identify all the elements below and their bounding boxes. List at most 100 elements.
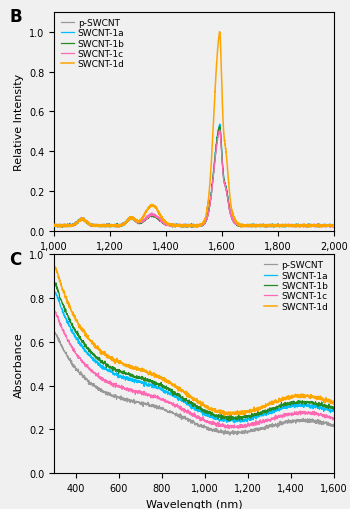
SWCNT-1c [177, 406, 182, 412]
p-SWCNT [84, 219, 88, 225]
SWCNT-1d [211, 407, 216, 413]
SWCNT-1a [177, 395, 181, 402]
SWCNT-1a [58, 302, 62, 308]
p-SWCNT [189, 225, 193, 231]
SWCNT-1a [101, 223, 105, 229]
SWCNT-1a [327, 223, 331, 230]
p-SWCNT [58, 339, 62, 345]
p-SWCNT [225, 429, 230, 435]
SWCNT-1d [294, 224, 298, 231]
SWCNT-1c [55, 314, 59, 320]
p-SWCNT [54, 332, 58, 338]
SWCNT-1c [296, 223, 301, 230]
SWCNT-1b [180, 225, 184, 231]
p-SWCNT [160, 219, 164, 225]
SWCNT-1a [52, 287, 56, 293]
p-SWCNT [327, 223, 331, 229]
SWCNT-1a [332, 223, 336, 229]
SWCNT-1d [54, 268, 58, 274]
p-SWCNT [172, 223, 176, 229]
SWCNT-1a [217, 122, 222, 128]
SWCNT-1c [52, 223, 56, 229]
SWCNT-1d [332, 223, 336, 229]
SWCNT-1b [211, 412, 216, 418]
SWCNT-1d [332, 399, 336, 405]
Line: SWCNT-1b: SWCNT-1b [54, 127, 334, 228]
SWCNT-1a [84, 218, 88, 224]
SWCNT-1c [218, 128, 222, 134]
SWCNT-1b [303, 401, 307, 407]
SWCNT-1d [297, 224, 301, 230]
SWCNT-1d [177, 387, 181, 393]
SWCNT-1c [172, 223, 176, 230]
SWCNT-1c [160, 218, 164, 224]
Y-axis label: Relative Intensity: Relative Intensity [14, 74, 23, 171]
p-SWCNT [211, 426, 216, 432]
p-SWCNT [218, 126, 222, 132]
SWCNT-1c [226, 425, 230, 431]
SWCNT-1a [189, 225, 194, 231]
SWCNT-1d [101, 223, 105, 229]
SWCNT-1b [101, 223, 105, 229]
SWCNT-1c [58, 320, 62, 326]
SWCNT-1b [297, 224, 301, 230]
SWCNT-1c [101, 223, 105, 229]
SWCNT-1a [172, 223, 176, 229]
p-SWCNT [297, 223, 301, 229]
SWCNT-1a [297, 223, 301, 230]
Text: B: B [9, 8, 22, 26]
Line: p-SWCNT: p-SWCNT [54, 332, 334, 435]
SWCNT-1d [52, 263, 56, 269]
SWCNT-1d [222, 413, 226, 419]
SWCNT-1b [332, 223, 336, 230]
Text: C: C [9, 250, 22, 268]
SWCNT-1d [58, 278, 62, 284]
p-SWCNT [228, 432, 232, 438]
Line: SWCNT-1d: SWCNT-1d [54, 266, 334, 416]
Line: SWCNT-1a: SWCNT-1a [54, 290, 334, 423]
SWCNT-1d [52, 223, 56, 229]
p-SWCNT [52, 222, 56, 228]
Line: SWCNT-1a: SWCNT-1a [54, 125, 334, 228]
SWCNT-1a [332, 407, 336, 413]
SWCNT-1b [172, 223, 176, 230]
SWCNT-1a [225, 419, 230, 425]
Legend: p-SWCNT, SWCNT-1a, SWCNT-1b, SWCNT-1c, SWCNT-1d: p-SWCNT, SWCNT-1a, SWCNT-1b, SWCNT-1c, S… [59, 17, 126, 71]
X-axis label: Wavelength (nm): Wavelength (nm) [146, 499, 243, 508]
X-axis label: Wavenumber (cm⁻¹): Wavenumber (cm⁻¹) [137, 257, 251, 267]
SWCNT-1d [172, 222, 176, 228]
Line: SWCNT-1b: SWCNT-1b [54, 283, 334, 421]
SWCNT-1c [303, 409, 307, 415]
Legend: p-SWCNT, SWCNT-1a, SWCNT-1b, SWCNT-1c, SWCNT-1d: p-SWCNT, SWCNT-1a, SWCNT-1b, SWCNT-1c, S… [262, 259, 330, 313]
SWCNT-1b [332, 404, 336, 410]
SWCNT-1a [211, 416, 216, 422]
p-SWCNT [332, 424, 336, 430]
Line: SWCNT-1c: SWCNT-1c [54, 312, 334, 429]
SWCNT-1b [177, 393, 181, 399]
SWCNT-1c [84, 219, 88, 225]
Y-axis label: Absorbance: Absorbance [14, 331, 23, 397]
SWCNT-1a [52, 223, 56, 230]
SWCNT-1b [52, 222, 56, 228]
SWCNT-1b [84, 218, 88, 224]
p-SWCNT [332, 224, 336, 230]
p-SWCNT [52, 329, 56, 335]
SWCNT-1b [225, 413, 230, 419]
SWCNT-1c [237, 426, 241, 432]
SWCNT-1d [160, 215, 164, 221]
SWCNT-1b [160, 219, 164, 225]
SWCNT-1a [232, 420, 237, 426]
Line: SWCNT-1d: SWCNT-1d [54, 33, 334, 228]
SWCNT-1c [212, 421, 216, 427]
SWCNT-1d [303, 393, 307, 400]
SWCNT-1a [160, 219, 164, 225]
SWCNT-1c [332, 416, 336, 422]
SWCNT-1d [84, 219, 88, 225]
p-SWCNT [177, 412, 181, 418]
SWCNT-1c [332, 224, 336, 231]
SWCNT-1c [53, 308, 57, 315]
SWCNT-1c [327, 223, 331, 230]
SWCNT-1a [54, 293, 58, 299]
Line: p-SWCNT: p-SWCNT [54, 129, 334, 228]
Line: SWCNT-1c: SWCNT-1c [54, 131, 334, 228]
